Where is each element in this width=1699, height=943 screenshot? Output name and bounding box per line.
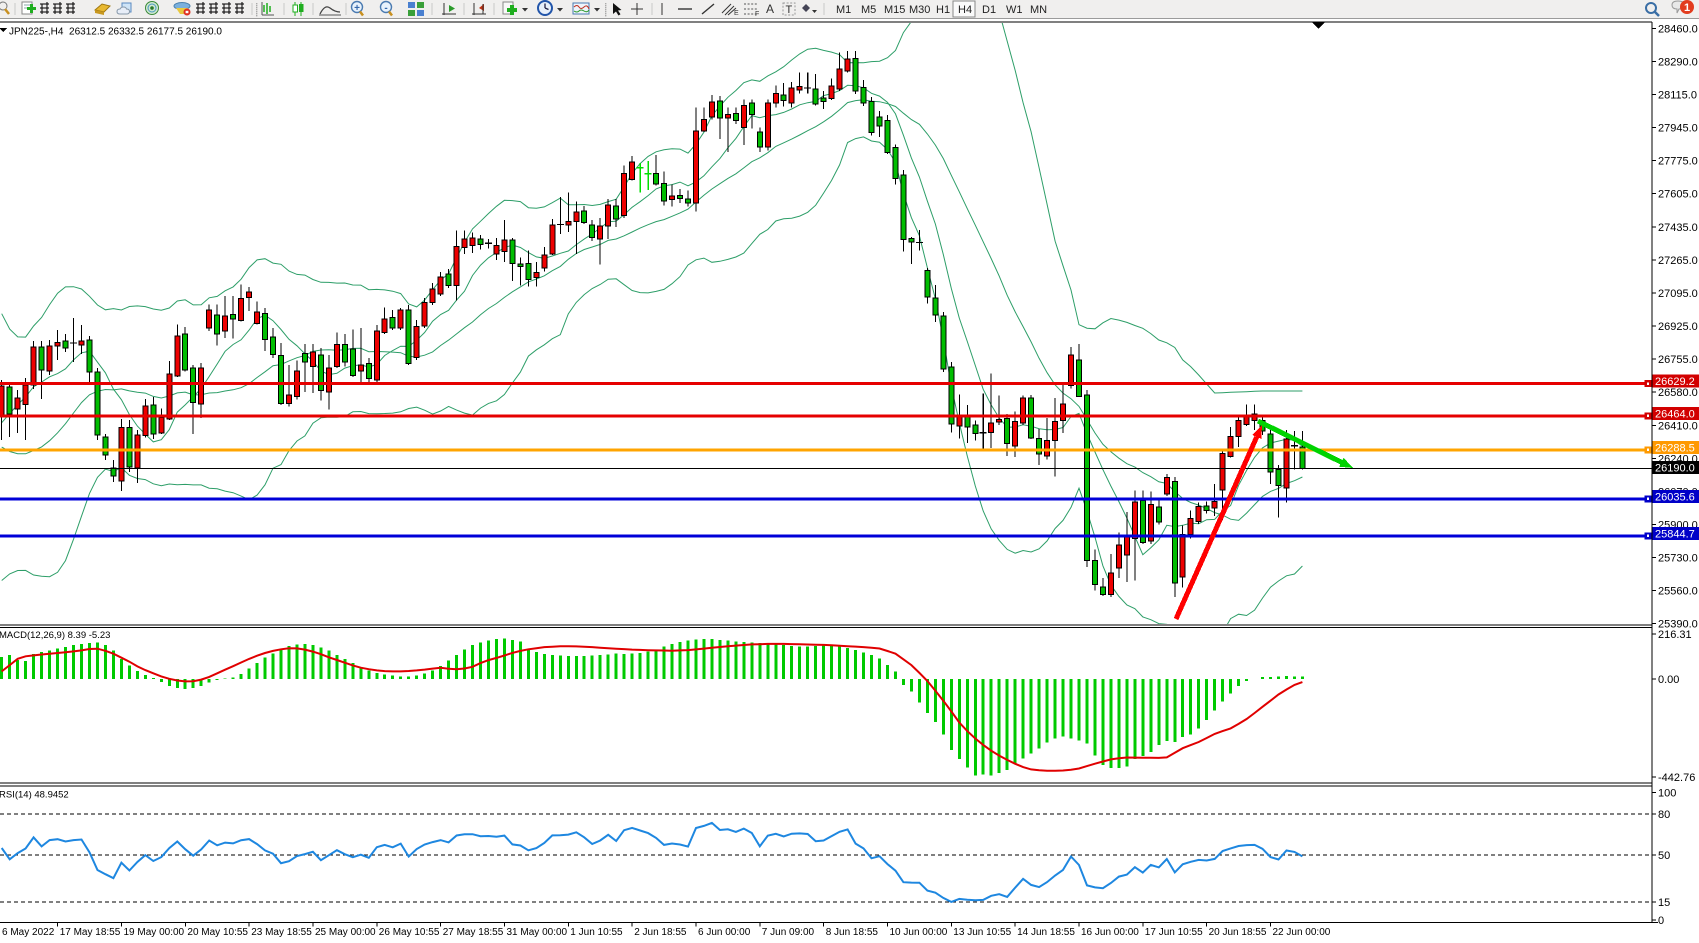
svg-text:8 Jun 18:55: 8 Jun 18:55 (826, 927, 879, 938)
svg-text:28460.0: 28460.0 (1658, 23, 1698, 35)
svg-text:-442.76: -442.76 (1658, 772, 1695, 784)
svg-text:M5: M5 (861, 4, 876, 16)
svg-text:216.31: 216.31 (1658, 629, 1692, 641)
svg-text:17 Jun 10:55: 17 Jun 10:55 (1145, 927, 1203, 938)
svg-text:D1: D1 (982, 4, 996, 16)
svg-text:6 Jun 00:00: 6 Jun 00:00 (698, 927, 751, 938)
svg-text:20 Jun 18:55: 20 Jun 18:55 (1209, 927, 1267, 938)
svg-text:27775.0: 27775.0 (1658, 156, 1698, 168)
svg-text:2 Jun 18:55: 2 Jun 18:55 (634, 927, 687, 938)
svg-text:22 Jun 00:00: 22 Jun 00:00 (1273, 927, 1331, 938)
svg-text:M15: M15 (884, 4, 905, 16)
svg-text:10 Jun 00:00: 10 Jun 00:00 (890, 927, 948, 938)
svg-text:0: 0 (1658, 915, 1664, 927)
svg-text:50: 50 (1658, 850, 1670, 862)
svg-text:27945.0: 27945.0 (1658, 123, 1698, 135)
svg-text:W1: W1 (1006, 4, 1023, 16)
svg-text:19 May 00:00: 19 May 00:00 (124, 927, 185, 938)
svg-text:25730.0: 25730.0 (1658, 553, 1698, 565)
svg-text:26925.0: 26925.0 (1658, 321, 1698, 333)
svg-text:-: - (384, 3, 387, 14)
svg-text:20 May 10:55: 20 May 10:55 (187, 927, 248, 938)
svg-text:80: 80 (1658, 809, 1670, 821)
svg-text:13 Jun 10:55: 13 Jun 10:55 (953, 927, 1011, 938)
svg-text:M30: M30 (909, 4, 930, 16)
svg-text:26190.0: 26190.0 (1655, 462, 1695, 474)
svg-text:1: 1 (1684, 2, 1690, 14)
svg-text:26580.0: 26580.0 (1658, 387, 1698, 399)
svg-text:F: F (755, 11, 759, 18)
svg-text:+: + (354, 3, 360, 14)
svg-text:26035.6: 26035.6 (1655, 491, 1695, 503)
svg-text:26 May 10:55: 26 May 10:55 (379, 927, 440, 938)
svg-text:17 May 18:55: 17 May 18:55 (60, 927, 121, 938)
svg-text:27 May 18:55: 27 May 18:55 (443, 927, 504, 938)
svg-text:26629.2: 26629.2 (1655, 376, 1695, 388)
svg-text:H4: H4 (958, 4, 972, 16)
svg-text:RSI(14) 48.9452: RSI(14) 48.9452 (0, 790, 69, 801)
svg-text:28115.0: 28115.0 (1658, 90, 1697, 102)
svg-text:27605.0: 27605.0 (1658, 189, 1698, 201)
svg-text:25560.0: 25560.0 (1658, 586, 1698, 598)
svg-text:14 Jun 18:55: 14 Jun 18:55 (1017, 927, 1075, 938)
svg-text:15: 15 (1658, 897, 1670, 909)
svg-text:26464.0: 26464.0 (1655, 408, 1695, 420)
svg-text:MN: MN (1030, 4, 1047, 16)
svg-text:16 Jun 00:00: 16 Jun 00:00 (1081, 927, 1139, 938)
svg-text:26288.5: 26288.5 (1655, 442, 1695, 454)
svg-text:A: A (766, 2, 774, 16)
svg-text:26410.0: 26410.0 (1658, 420, 1698, 432)
svg-text:25390.0: 25390.0 (1658, 619, 1698, 631)
svg-text:0.00: 0.00 (1658, 674, 1679, 686)
svg-text:100: 100 (1658, 788, 1676, 800)
svg-text:28290.0: 28290.0 (1658, 56, 1698, 68)
svg-text:27435.0: 27435.0 (1658, 222, 1698, 234)
svg-text:27265.0: 27265.0 (1658, 255, 1698, 267)
svg-text:JPN225-,H4 26312.5 26332.5 26: JPN225-,H4 26312.5 26332.5 26177.5 26190… (9, 27, 222, 38)
svg-text:25844.7: 25844.7 (1655, 528, 1695, 540)
svg-text:31 May 00:00: 31 May 00:00 (507, 927, 568, 938)
svg-text:7 Jun 09:00: 7 Jun 09:00 (762, 927, 815, 938)
svg-text:M1: M1 (836, 4, 851, 16)
svg-text:25 May 00:00: 25 May 00:00 (315, 927, 376, 938)
svg-text:27095.0: 27095.0 (1658, 288, 1698, 300)
svg-text:1 Jun 10:55: 1 Jun 10:55 (570, 927, 623, 938)
svg-text:26755.0: 26755.0 (1658, 354, 1698, 366)
svg-text:MACD(12,26,9) 8.39 -5.23: MACD(12,26,9) 8.39 -5.23 (0, 630, 110, 641)
svg-text:23 May 18:55: 23 May 18:55 (251, 927, 312, 938)
svg-text:E: E (734, 10, 739, 17)
svg-text:6 May 2022: 6 May 2022 (2, 927, 55, 938)
svg-text:H1: H1 (936, 4, 950, 16)
svg-text:T: T (786, 4, 793, 16)
